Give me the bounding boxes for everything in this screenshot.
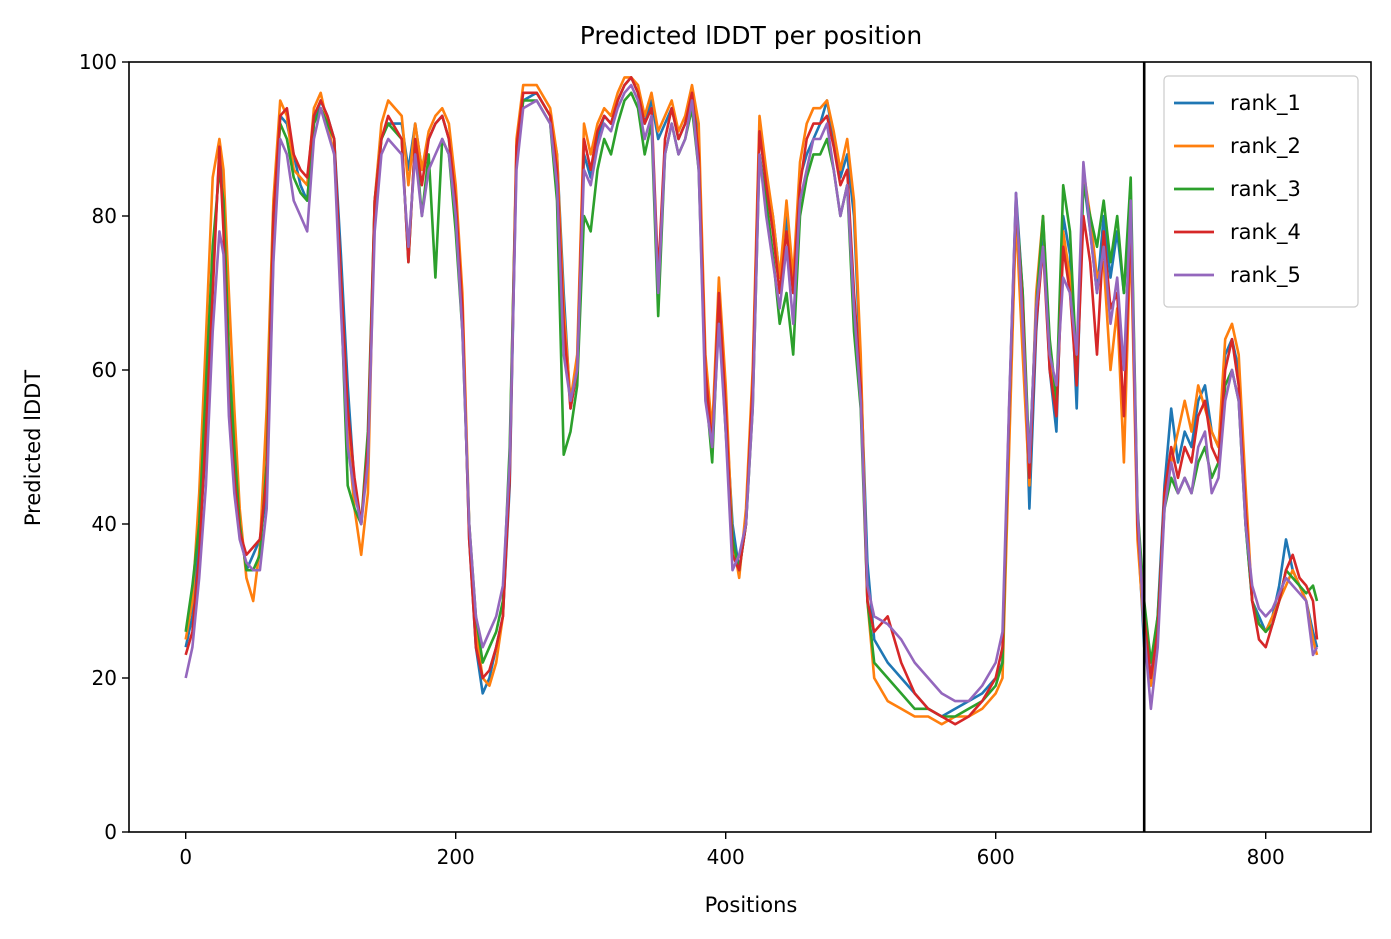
legend-label: rank_3 — [1230, 177, 1301, 202]
plot-area — [184, 62, 1319, 832]
y-axis-title: Predicted lDDT — [21, 370, 45, 526]
y-tick-label: 40 — [92, 512, 117, 536]
x-tick-label: 200 — [437, 845, 475, 869]
y-tick-label: 60 — [92, 358, 117, 382]
y-axis-ticks: 0 20 40 60 80 100 — [79, 50, 129, 844]
legend-label: rank_5 — [1230, 263, 1301, 288]
x-axis-ticks: 0 200 400 600 800 — [179, 832, 1285, 869]
x-axis-title: Positions — [705, 893, 798, 917]
y-tick-label: 100 — [79, 50, 117, 74]
legend-label: rank_4 — [1230, 220, 1301, 245]
legend-label: rank_1 — [1230, 91, 1301, 116]
legend-label: rank_2 — [1230, 134, 1301, 159]
x-tick-label: 0 — [179, 845, 192, 869]
y-tick-label: 0 — [104, 820, 117, 844]
chart-title: Predicted lDDT per position — [580, 21, 922, 50]
y-tick-label: 80 — [92, 204, 117, 228]
axes-frame — [128, 61, 1372, 833]
legend-box — [1163, 75, 1359, 308]
x-tick-label: 600 — [977, 845, 1015, 869]
legend: rank_1 rank_2 rank_3 rank_4 rank_5 — [1163, 75, 1359, 308]
x-tick-label: 400 — [707, 845, 745, 869]
y-tick-label: 20 — [92, 666, 117, 690]
x-tick-label: 800 — [1247, 845, 1285, 869]
